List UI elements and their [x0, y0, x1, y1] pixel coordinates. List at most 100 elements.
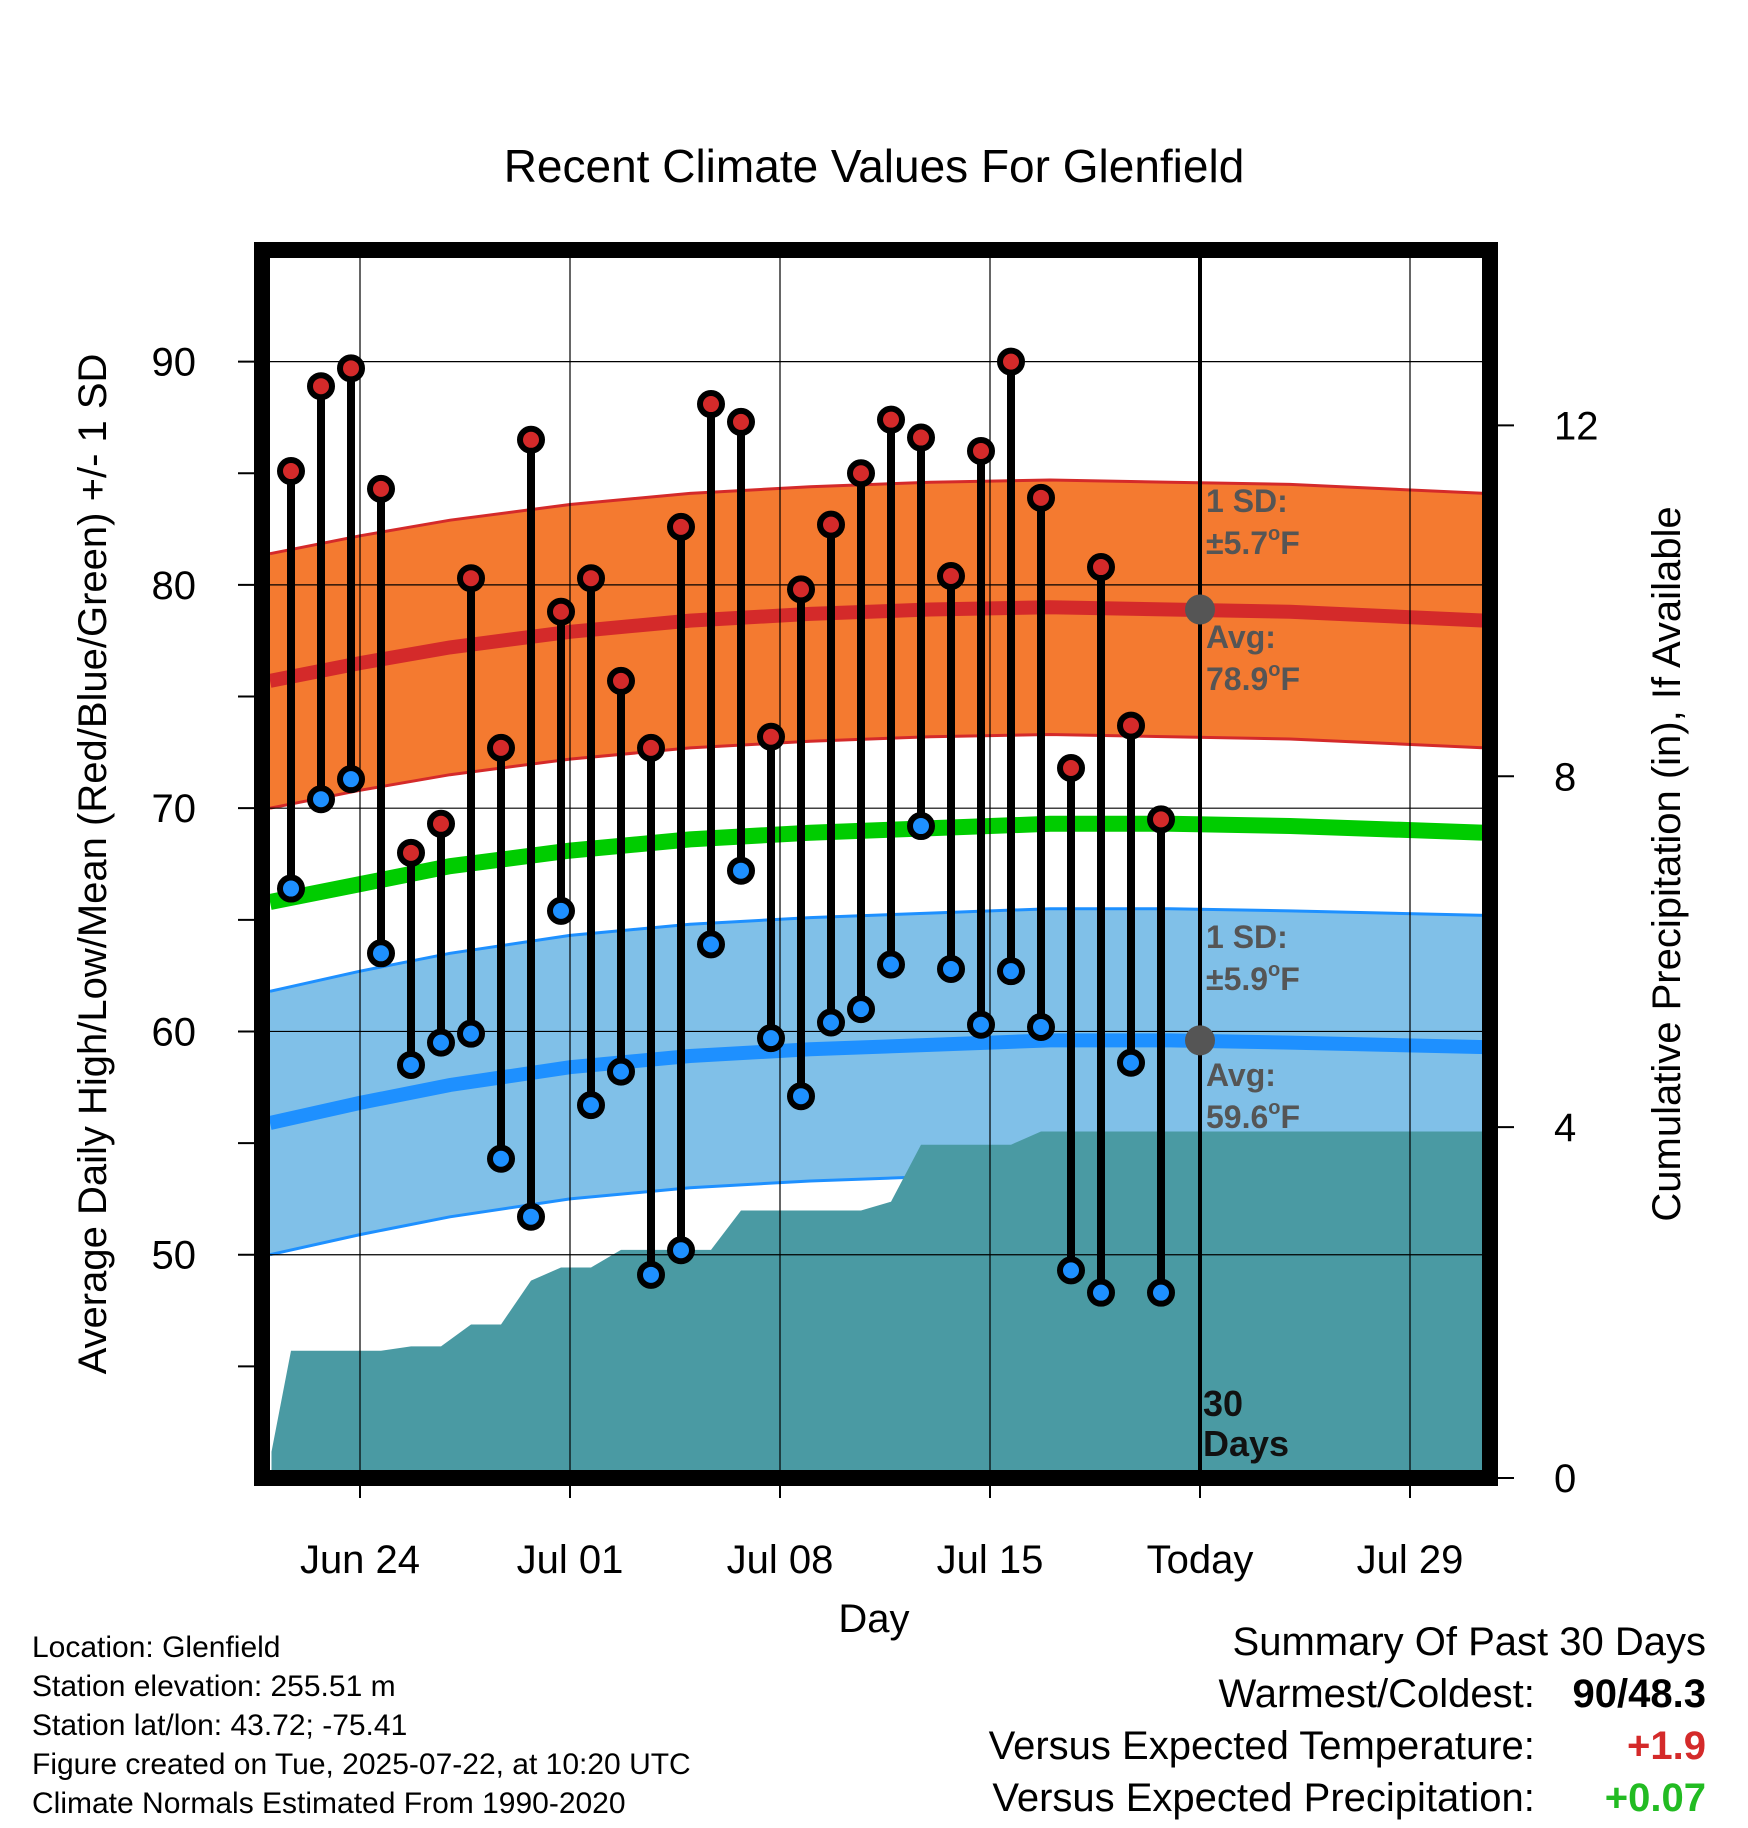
low-point — [397, 1050, 425, 1079]
x-tick-label: Jul 01 — [517, 1538, 624, 1582]
low-point — [667, 1236, 695, 1265]
high-point — [1087, 553, 1115, 582]
high-point — [817, 510, 845, 539]
low-point — [277, 874, 305, 903]
high-point — [1147, 805, 1175, 834]
today-days-label: 30 Days — [1203, 1383, 1289, 1464]
low-point — [427, 1028, 455, 1057]
high-point — [487, 733, 515, 762]
high-sd-band — [270, 480, 1485, 809]
low-point — [757, 1024, 785, 1053]
low-point — [487, 1144, 515, 1173]
latlon-text: Station lat/lon: 43.72; -75.41 — [32, 1709, 408, 1742]
high-avg-value: 78.9oF — [1206, 659, 1300, 697]
low-point — [307, 785, 335, 814]
low-point — [877, 950, 905, 979]
low-sd-value: ±5.9oF — [1206, 959, 1300, 997]
y2-tick-label: 8 — [1554, 755, 1576, 799]
high-point — [337, 354, 365, 383]
axes: 50 60 70 80 90 0 4 8 12 Jun 24 Jul 01 Jul 08 Jul 15 T… — [152, 341, 1599, 1582]
location-text: Location: Glenfield — [32, 1631, 281, 1664]
low-point — [637, 1260, 665, 1289]
y-tick-label: 60 — [152, 1010, 197, 1054]
y-tick-label: 50 — [152, 1234, 197, 1278]
high-point — [907, 423, 935, 452]
temp-label: Versus Expected Temperature: — [988, 1724, 1535, 1768]
x-tick-label: Jun 24 — [300, 1538, 420, 1582]
high-point — [277, 457, 305, 486]
high-point — [847, 459, 875, 488]
low-point — [1057, 1256, 1085, 1285]
low-point — [907, 812, 935, 841]
high-sd-value: ±5.7oF — [1206, 523, 1300, 561]
normals-text: Climate Normals Estimated From 1990-2020 — [32, 1787, 626, 1820]
high-point — [577, 564, 605, 593]
today-days-word: 30 — [1203, 1383, 1243, 1424]
x-tick-label: Jul 29 — [1357, 1538, 1464, 1582]
low-point — [817, 1008, 845, 1037]
warm-cold-label: Warmest/Coldest: — [1218, 1672, 1535, 1716]
precip-row: Versus Expected Precipitation: +0.07 — [992, 1776, 1706, 1821]
high-point — [967, 436, 995, 465]
high-point — [757, 722, 785, 751]
low-point — [847, 995, 875, 1024]
data-series — [277, 250, 1215, 1478]
low-point — [967, 1010, 995, 1039]
y2-tick-label: 12 — [1554, 404, 1599, 448]
low-avg-label: Avg: — [1206, 1057, 1276, 1093]
temp-row: Versus Expected Temperature: +1.9 — [989, 1724, 1706, 1769]
precip-label: Versus Expected Precipitation: — [992, 1776, 1535, 1820]
high-point — [1057, 753, 1085, 782]
high-point — [1027, 483, 1055, 512]
low-point — [997, 957, 1025, 986]
chart-title: Recent Climate Values For Glenfield — [504, 140, 1245, 192]
y2-tick-label: 4 — [1554, 1106, 1576, 1150]
temp-value: +1.9 — [1627, 1724, 1706, 1768]
low-point — [577, 1091, 605, 1120]
high-band-upper-edge — [269, 478, 1486, 556]
x-tick-label: Today — [1147, 1538, 1254, 1582]
low-band-upper-edge — [269, 907, 1486, 993]
y-tick-label: 90 — [152, 341, 197, 385]
y2-tick-label: 0 — [1554, 1457, 1576, 1501]
high-point — [667, 512, 695, 541]
high-point — [727, 407, 755, 436]
high-point — [457, 564, 485, 593]
summary-heading: Summary Of Past 30 Days — [1232, 1620, 1706, 1664]
high-point — [397, 838, 425, 867]
low-point — [787, 1082, 815, 1111]
high-avg-label: Avg: — [1206, 619, 1276, 655]
precip-area — [271, 1131, 1485, 1478]
annotations: 1 SD: ±5.7oF Avg: 78.9oF 1 SD: ±5.9oF Av… — [1206, 483, 1300, 1135]
elevation-text: Station elevation: 255.51 m — [32, 1670, 396, 1703]
low-sd-label: 1 SD: — [1206, 919, 1288, 955]
low-point — [517, 1202, 545, 1231]
low-point — [727, 856, 755, 885]
high-point — [607, 666, 635, 695]
x-tick-label: Jul 15 — [937, 1538, 1044, 1582]
plot-frame — [254, 242, 1498, 1486]
precip-value: +0.07 — [1604, 1776, 1706, 1820]
low-point — [457, 1019, 485, 1048]
low-point — [1087, 1278, 1115, 1307]
low-point — [337, 765, 365, 794]
plot-area — [268, 478, 1486, 1478]
high-point — [697, 390, 725, 419]
low-point — [697, 930, 725, 959]
high-point — [877, 405, 905, 434]
today-high-avg-marker — [1185, 594, 1215, 625]
low-point — [1027, 1012, 1055, 1041]
y-tick-label: 70 — [152, 787, 197, 831]
y-tick-label: 80 — [152, 564, 197, 608]
high-point — [367, 474, 395, 503]
warm-cold-row: Warmest/Coldest: 90/48.3 — [1219, 1672, 1707, 1717]
mean-avg-line — [268, 815, 1486, 910]
x-tick-label: Jul 08 — [727, 1538, 834, 1582]
high-point — [547, 597, 575, 626]
high-point — [937, 561, 965, 590]
low-point — [1117, 1048, 1145, 1077]
high-point — [637, 733, 665, 762]
y2-axis-label: Cumulative Precipitation (in), If Availa… — [1645, 506, 1689, 1221]
low-avg-value: 59.6oF — [1206, 1097, 1300, 1135]
